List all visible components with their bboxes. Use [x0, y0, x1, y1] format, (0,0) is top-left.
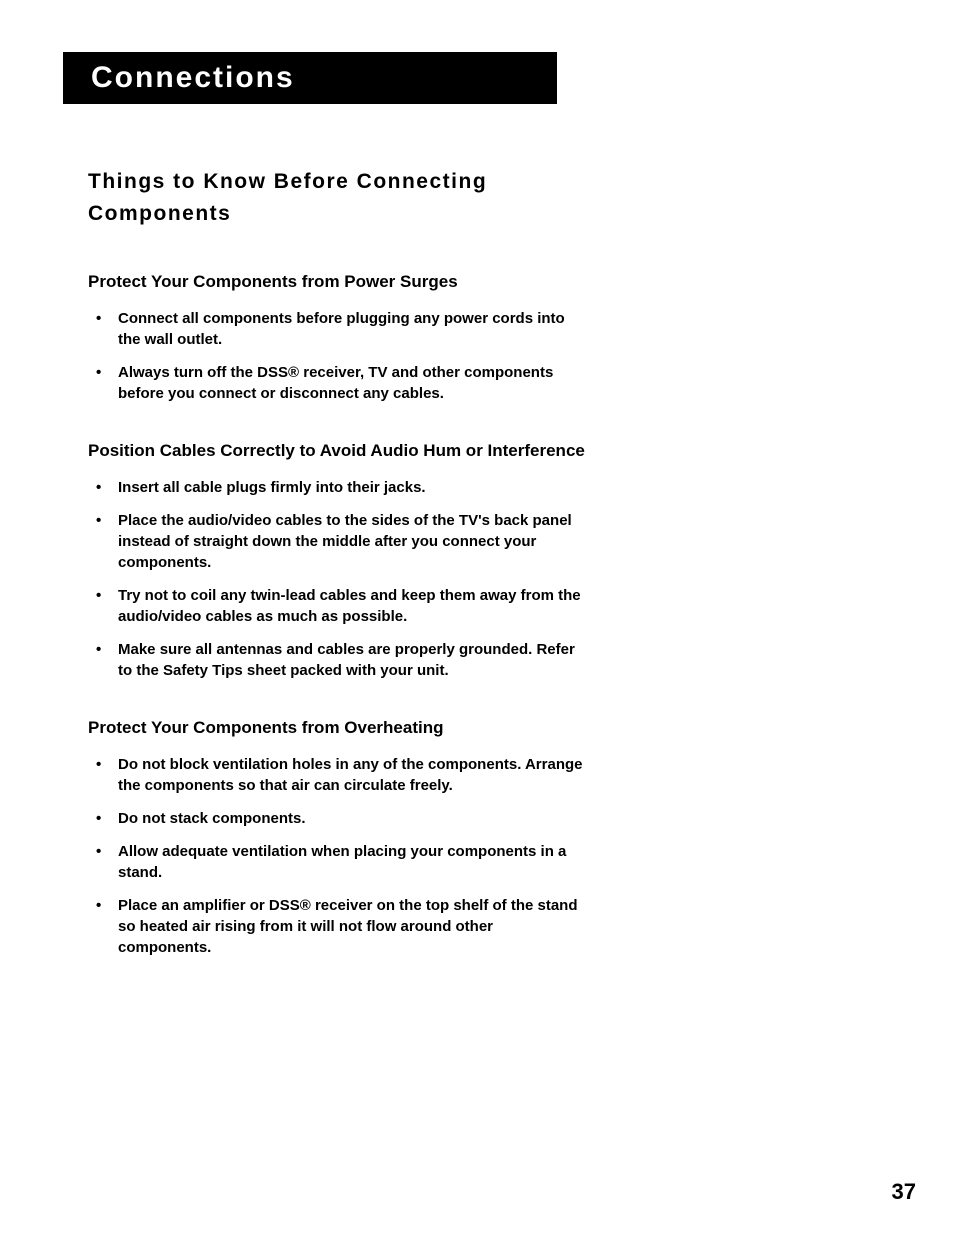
subheading-3: Protect Your Components from Overheating: [88, 717, 588, 740]
list-item: Allow adequate ventilation when placing …: [88, 841, 588, 883]
list-item: Always turn off the DSS® receiver, TV an…: [88, 362, 588, 404]
list-item: Place the audio/video cables to the side…: [88, 510, 588, 573]
subheading-2: Position Cables Correctly to Avoid Audio…: [88, 440, 588, 463]
bullet-list-3: Do not block ventilation holes in any of…: [88, 754, 588, 958]
list-item: Do not stack components.: [88, 808, 588, 829]
page-title: Connections: [91, 61, 295, 95]
content-area: Things to Know Before Connecting Compone…: [88, 166, 588, 970]
list-item: Make sure all antennas and cables are pr…: [88, 639, 588, 681]
title-bar: Connections: [63, 52, 557, 104]
bullet-list-1: Connect all components before plugging a…: [88, 308, 588, 404]
subheading-1: Protect Your Components from Power Surge…: [88, 271, 588, 294]
list-item: Try not to coil any twin-lead cables and…: [88, 585, 588, 627]
page-number: 37: [892, 1179, 916, 1205]
bullet-list-2: Insert all cable plugs firmly into their…: [88, 477, 588, 681]
list-item: Do not block ventilation holes in any of…: [88, 754, 588, 796]
list-item: Connect all components before plugging a…: [88, 308, 588, 350]
section-heading: Things to Know Before Connecting Compone…: [88, 166, 588, 229]
list-item: Insert all cable plugs firmly into their…: [88, 477, 588, 498]
list-item: Place an amplifier or DSS® receiver on t…: [88, 895, 588, 958]
